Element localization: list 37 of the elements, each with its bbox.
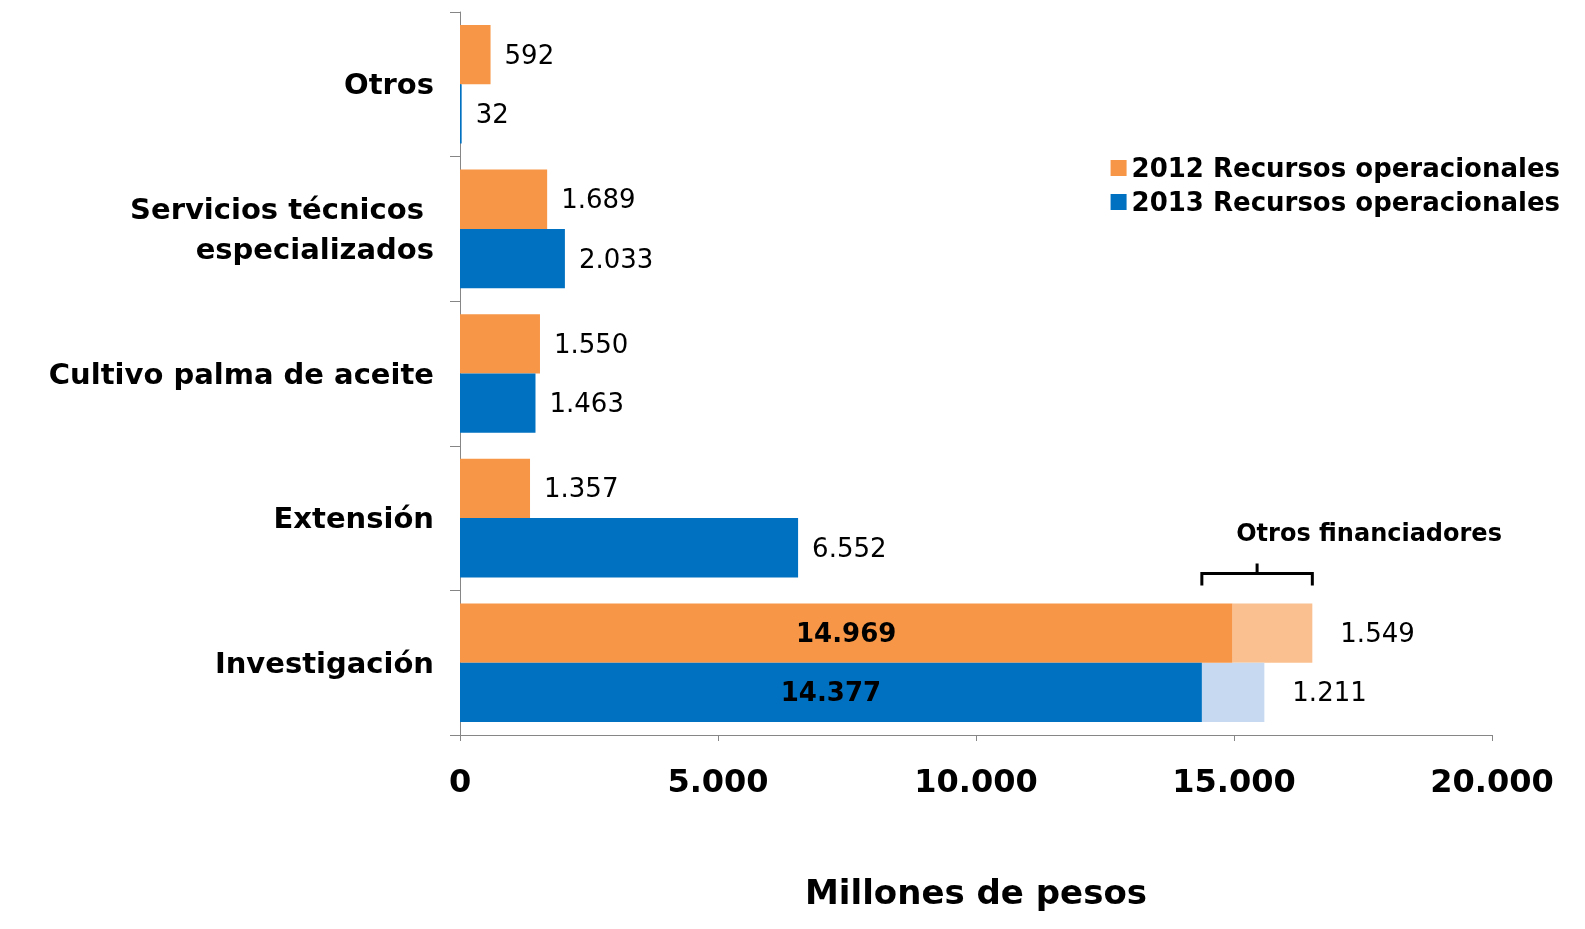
data-label: 1.549 xyxy=(1340,618,1415,649)
bar xyxy=(460,458,531,519)
bar xyxy=(460,314,540,374)
data-label: 1.463 xyxy=(549,388,624,419)
bar xyxy=(460,25,491,85)
data-label: 6.552 xyxy=(812,532,887,563)
bar xyxy=(460,662,1202,722)
bar xyxy=(1232,603,1313,663)
legend-label: 2013 Recursos operacionales xyxy=(1131,187,1561,217)
bar xyxy=(1201,662,1265,722)
data-label: 2.033 xyxy=(578,243,654,274)
annotation: Otros financiadores xyxy=(1236,519,1502,548)
x-tick-label: 10.000 xyxy=(914,762,1038,800)
data-label: 14.377 xyxy=(780,677,882,708)
y-tick-label: Cultivo palma de aceite xyxy=(48,356,434,391)
x-tick-label: 15.000 xyxy=(1172,762,1296,800)
bar xyxy=(460,373,536,433)
bar xyxy=(460,518,799,578)
bar xyxy=(460,228,565,289)
bar xyxy=(460,603,1233,663)
y-tick-label: Servicios técnicos especializados xyxy=(130,191,434,266)
y-tick-label: Investigación xyxy=(214,645,434,680)
data-label: 1.357 xyxy=(544,473,619,504)
x-tick-label: 5.000 xyxy=(667,762,769,800)
x-tick-label: 20.000 xyxy=(1430,762,1554,800)
data-label: 592 xyxy=(504,39,555,70)
data-label: 32 xyxy=(475,98,509,129)
y-tick-label: Otros xyxy=(343,67,434,102)
x-axis-title: Millones de pesos xyxy=(805,872,1147,912)
data-label: 14.969 xyxy=(796,618,897,649)
data-label: 1.550 xyxy=(553,328,629,359)
data-label: 1.689 xyxy=(561,184,636,215)
data-label: 1.211 xyxy=(1292,677,1367,708)
y-tick-label: Extensión xyxy=(273,501,434,536)
legend-label: 2012 Recursos operacionales xyxy=(1131,153,1561,183)
bar xyxy=(460,169,548,229)
x-tick-label: 0 xyxy=(448,762,472,800)
